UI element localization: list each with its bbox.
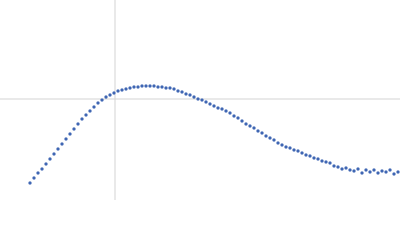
- data-point: [28, 181, 32, 185]
- data-point: [224, 109, 228, 113]
- data-point: [36, 171, 40, 175]
- data-point: [340, 167, 344, 171]
- data-point: [228, 111, 232, 115]
- data-point: [312, 156, 316, 160]
- data-point: [324, 160, 328, 164]
- data-point: [272, 138, 276, 142]
- data-point: [180, 90, 184, 94]
- data-point: [328, 161, 332, 165]
- data-point: [116, 89, 120, 93]
- data-point: [256, 129, 260, 133]
- data-point: [100, 98, 104, 102]
- chart: [0, 0, 400, 200]
- data-point: [280, 143, 284, 147]
- data-point: [144, 84, 148, 88]
- data-point: [64, 137, 68, 141]
- data-point: [160, 85, 164, 89]
- data-point: [128, 86, 132, 90]
- data-point: [352, 169, 356, 173]
- data-point: [76, 122, 80, 126]
- data-point: [80, 117, 84, 121]
- data-point: [104, 95, 108, 99]
- data-point: [284, 145, 288, 149]
- data-point: [396, 170, 400, 174]
- data-point: [360, 171, 364, 175]
- data-point: [220, 107, 224, 111]
- data-point: [336, 165, 340, 169]
- data-point: [376, 171, 380, 175]
- data-point: [260, 131, 264, 135]
- data-point: [172, 87, 176, 91]
- data-point: [244, 122, 248, 126]
- data-point: [40, 167, 44, 171]
- data-point: [184, 92, 188, 96]
- data-point: [292, 148, 296, 152]
- data-point: [252, 126, 256, 130]
- data-point: [192, 95, 196, 99]
- data-point: [288, 146, 292, 150]
- data-point: [264, 134, 268, 138]
- data-point: [56, 147, 60, 151]
- data-point: [344, 166, 348, 170]
- data-point: [168, 86, 172, 90]
- data-point: [276, 141, 280, 145]
- data-point: [316, 157, 320, 161]
- data-point: [388, 168, 392, 172]
- data-point: [152, 84, 156, 88]
- data-point: [188, 93, 192, 97]
- data-point: [216, 106, 220, 110]
- data-point: [132, 85, 136, 89]
- data-point: [304, 153, 308, 157]
- data-point: [372, 168, 376, 172]
- data-point: [232, 114, 236, 118]
- data-point: [92, 105, 96, 109]
- data-point: [124, 87, 128, 91]
- data-point: [380, 169, 384, 173]
- data-point: [164, 86, 168, 90]
- data-point: [196, 97, 200, 101]
- data-point: [392, 172, 396, 176]
- data-point: [68, 132, 72, 136]
- data-point: [72, 127, 76, 131]
- data-point: [84, 113, 88, 117]
- data-point: [140, 84, 144, 88]
- data-point: [384, 170, 388, 174]
- data-point: [88, 109, 92, 113]
- data-point: [308, 154, 312, 158]
- data-point: [112, 91, 116, 95]
- data-point: [300, 151, 304, 155]
- data-point: [204, 100, 208, 104]
- data-point: [48, 157, 52, 161]
- data-point: [368, 170, 372, 174]
- data-point: [212, 104, 216, 108]
- data-point: [240, 119, 244, 123]
- data-point: [108, 93, 112, 97]
- data-point: [44, 162, 48, 166]
- data-point: [236, 116, 240, 120]
- data-point: [96, 101, 100, 105]
- data-point: [248, 124, 252, 128]
- data-point: [364, 168, 368, 172]
- data-point: [268, 136, 272, 140]
- data-point: [348, 168, 352, 172]
- data-point: [176, 89, 180, 93]
- data-point: [136, 85, 140, 89]
- data-point: [200, 98, 204, 102]
- data-point: [120, 88, 124, 92]
- data-point: [356, 167, 360, 171]
- data-point: [32, 176, 36, 180]
- data-point: [208, 102, 212, 106]
- data-point: [156, 85, 160, 89]
- data-point: [52, 152, 56, 156]
- data-point: [296, 149, 300, 153]
- data-point: [332, 164, 336, 168]
- data-point: [148, 84, 152, 88]
- data-point: [60, 142, 64, 146]
- data-point: [320, 159, 324, 163]
